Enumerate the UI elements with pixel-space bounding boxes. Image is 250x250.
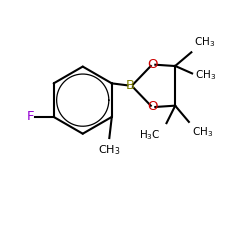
Text: B: B	[126, 79, 135, 92]
Text: CH$_3$: CH$_3$	[194, 36, 215, 49]
Text: CH$_3$: CH$_3$	[98, 143, 120, 157]
Text: O: O	[148, 58, 158, 71]
Text: H$_3$C: H$_3$C	[139, 128, 160, 142]
Text: CH$_3$: CH$_3$	[192, 126, 213, 140]
Text: O: O	[148, 100, 158, 114]
Text: F: F	[26, 110, 34, 124]
Text: CH$_3$: CH$_3$	[195, 68, 216, 82]
